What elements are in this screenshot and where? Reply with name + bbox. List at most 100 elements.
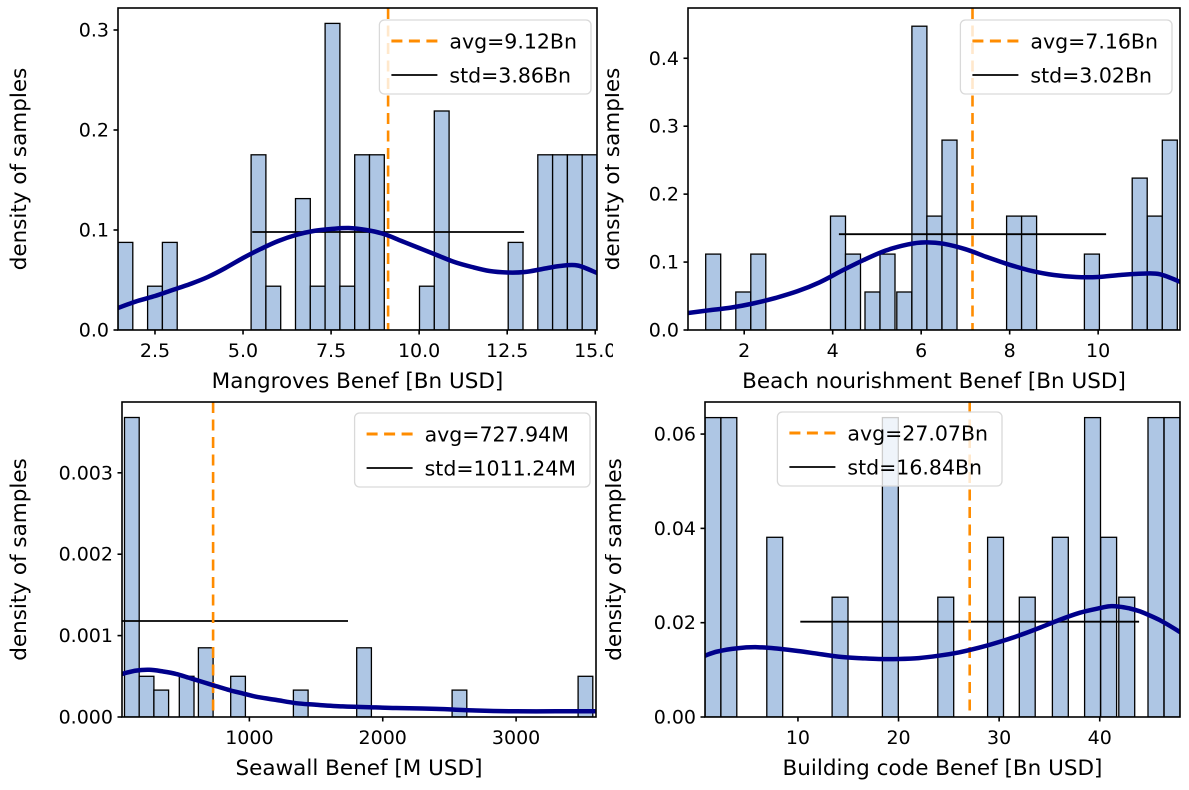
histogram-bar <box>566 154 583 330</box>
subplot-building-code: avg=27.07Bn std=16.84Bn 10 20 30 40 0.00 0.02 0.… <box>602 395 1189 790</box>
x-tick-label: 20 <box>886 727 910 749</box>
histogram-bar <box>250 154 267 330</box>
y-tick-label: 0.0 <box>79 320 109 342</box>
histogram-bar <box>926 215 943 330</box>
histogram-bar <box>766 536 784 717</box>
histogram-bar <box>1131 177 1148 330</box>
x-tick-label: 6 <box>915 340 927 362</box>
histogram-bar <box>844 253 862 330</box>
x-axis-label: Mangroves Benef [Bn USD] <box>212 369 504 394</box>
plot-area <box>122 402 596 717</box>
histogram-bar <box>1083 253 1101 330</box>
x-tick-label: 4 <box>827 340 839 362</box>
legend-label: avg=7.16Bn <box>1030 30 1158 54</box>
legend-label: avg=727.94M <box>425 423 569 447</box>
axes-spines <box>121 401 597 718</box>
x-tick-label: 2000 <box>359 727 407 749</box>
y-tick-label: 0.02 <box>654 612 696 634</box>
legend-box <box>353 412 591 488</box>
histogram-bar <box>1100 536 1118 717</box>
x-tick-label: 2 <box>738 340 750 362</box>
x-tick-label: 10.0 <box>398 340 440 362</box>
x-tick-label: 5.0 <box>228 340 258 362</box>
histogram-bar <box>986 536 1005 717</box>
histogram-bar <box>433 110 450 330</box>
histogram-bar <box>161 241 178 330</box>
histogram-bar <box>911 25 928 330</box>
axes-spines <box>687 7 1181 331</box>
x-tick-label: 30 <box>987 727 1011 749</box>
x-tick-label: 1000 <box>225 727 273 749</box>
y-axis-label: density of samples <box>605 458 627 661</box>
x-tick-label: 40 <box>1088 727 1112 749</box>
subplot-seawall: avg=727.94M std=1011.24M 1000 2000 3000 0.000… <box>0 395 613 790</box>
plot-area <box>688 8 1180 330</box>
x-tick-label: 7.5 <box>316 340 346 362</box>
histogram-bar <box>1163 416 1180 717</box>
histogram-bar <box>153 689 170 717</box>
kde-curve <box>688 240 1180 316</box>
legend: avg=727.94M std=1011.24M <box>353 412 591 488</box>
legend-label: avg=9.12Bn <box>449 30 577 54</box>
histogram-bar <box>720 416 738 717</box>
histogram-bar <box>896 291 913 330</box>
histogram-bar <box>1051 536 1069 717</box>
plot-area <box>118 8 597 330</box>
legend-label: std=3.02Bn <box>1030 64 1152 88</box>
histogram-bar <box>309 285 326 330</box>
histogram-bar <box>705 253 722 330</box>
x-axis-label: Beach nourishment Benef [Bn USD] <box>742 369 1126 394</box>
y-axis-label: density of samples <box>7 68 32 271</box>
histogram-bar <box>750 253 767 330</box>
histogram-bar <box>178 675 195 717</box>
x-tick-label: 2.5 <box>140 340 170 362</box>
legend: avg=7.16Bn std=3.02Bn <box>959 19 1173 95</box>
x-tick-label: 15.0 <box>574 340 613 362</box>
y-tick-label: 0.1 <box>79 220 109 242</box>
y-tick-label: 0.001 <box>59 625 113 647</box>
chart-seawall: avg=727.94M std=1011.24M 1000 2000 3000 0.000… <box>7 401 597 781</box>
histogram-bar <box>230 675 247 717</box>
histogram-bar <box>1161 139 1178 330</box>
x-tick-label: 10 <box>1086 340 1110 362</box>
y-tick-label: 0.4 <box>649 48 679 70</box>
legend-label: std=16.84Bn <box>847 456 982 480</box>
y-tick-label: 0.003 <box>59 462 113 484</box>
histogram-bar <box>864 291 881 330</box>
chart-beach-nourishment: avg=7.16Bn std=3.02Bn 2 4 6 8 10 0.0 0.1 0.2 0.3 0.… <box>600 7 1181 394</box>
plot-area <box>705 402 1180 717</box>
histogram-bar <box>705 416 722 717</box>
histogram-bar <box>735 291 752 330</box>
x-tick-label: 12.5 <box>486 340 528 362</box>
y-axis-label: density of samples <box>7 458 32 661</box>
subplot-mangroves: avg=9.12Bn std=3.86Bn 2.5 5.0 7.5 10.0 12.5 15.… <box>0 0 616 395</box>
histogram-bar <box>1118 596 1136 717</box>
axes-spines <box>704 401 1181 718</box>
y-tick-label: 0.3 <box>649 116 679 138</box>
x-axis-label: Building code Benef [Bn USD] <box>783 756 1103 781</box>
histogram-bar <box>1005 215 1023 330</box>
y-tick-label: 0.2 <box>79 120 109 142</box>
x-tick-label: 8 <box>1004 340 1016 362</box>
histogram-bar <box>118 241 134 330</box>
histogram-bar <box>368 154 385 330</box>
histogram-bar <box>507 241 524 330</box>
histogram-bar <box>294 197 311 330</box>
x-axis-label: Seawall Benef [M USD] <box>236 756 483 781</box>
histogram-bar <box>418 285 435 330</box>
histogram-bar <box>138 675 155 717</box>
legend-label: std=3.86Bn <box>449 64 571 88</box>
histogram-bar <box>451 689 468 717</box>
x-tick-label: 3000 <box>492 727 540 749</box>
y-tick-label: 0.06 <box>654 424 696 446</box>
y-tick-label: 0.002 <box>59 544 113 566</box>
histogram-bar <box>1147 416 1165 717</box>
histogram-bar <box>551 154 569 330</box>
histogram-bar <box>324 22 341 330</box>
kde-curve <box>118 225 597 311</box>
legend: avg=27.07Bn std=16.84Bn <box>776 411 1003 487</box>
subplot-beach-nourishment: avg=7.16Bn std=3.02Bn 2 4 6 8 10 0.0 0.1 0.2 0.3 0.… <box>600 0 1189 395</box>
y-tick-label: 0.1 <box>649 252 679 274</box>
x-tick-label: 10 <box>786 727 810 749</box>
